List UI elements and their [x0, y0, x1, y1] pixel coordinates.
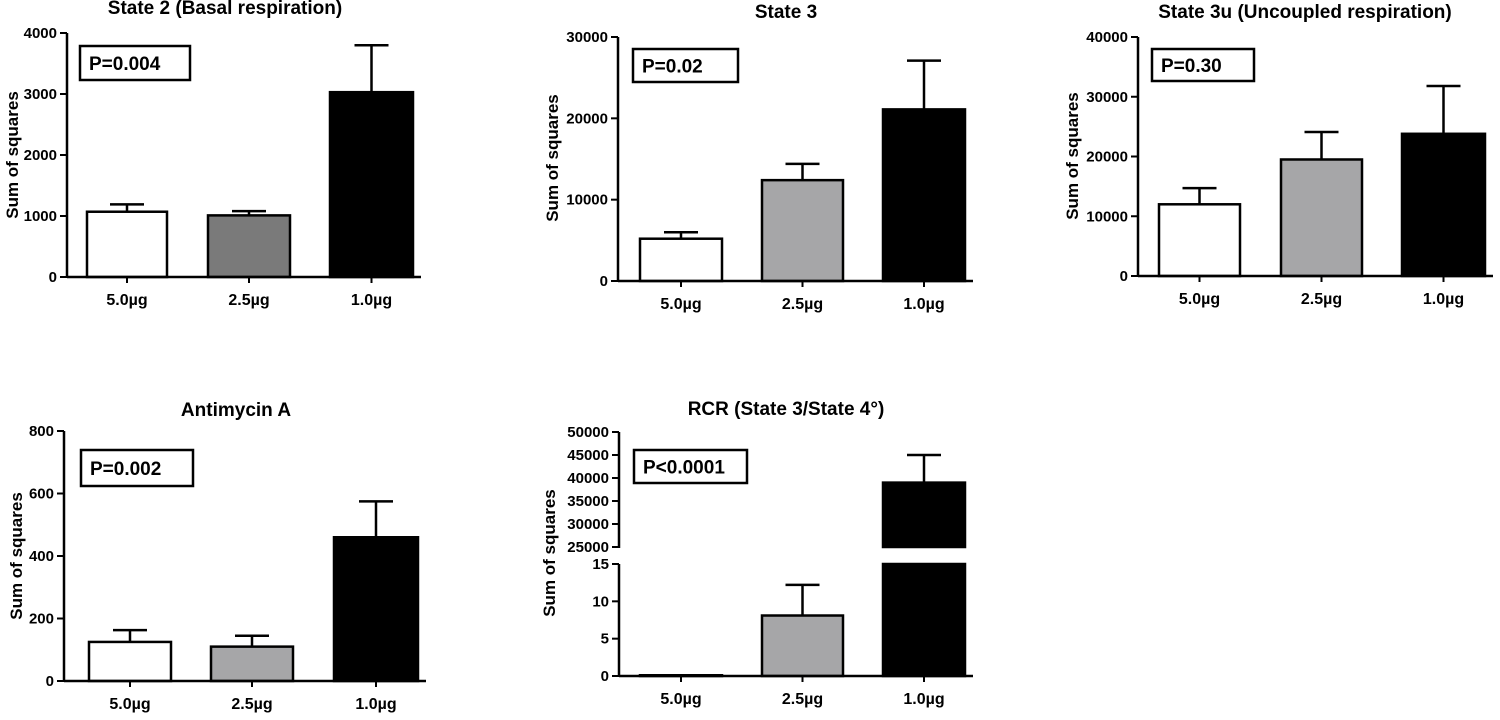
chart-4: Antimycin A Sum of squares 5.0µg 2.5µg 1.0µg… — [7, 400, 426, 713]
y-tick-label: 40000 — [1086, 29, 1128, 46]
bar-2 — [209, 645, 295, 683]
x-tick-label: 1.0µg — [903, 296, 944, 313]
p-value-label: P=0.02 — [642, 57, 703, 78]
x-tick-label: 1.0µg — [351, 292, 392, 309]
y-tick-label: 10 — [592, 593, 609, 610]
bar-1 — [87, 640, 173, 683]
bar-2 — [206, 214, 292, 279]
bar-2 — [760, 614, 845, 678]
bar-3 — [332, 536, 420, 683]
y-tick-label: 30000 — [566, 29, 608, 46]
x-tick-label: 1.0µg — [1423, 291, 1464, 308]
x-tick-label: 2.5µg — [228, 292, 269, 309]
y-axis-label: Sum of squares — [543, 94, 562, 222]
y-tick-label: 5 — [601, 631, 609, 648]
y-tick-label: 400 — [29, 548, 54, 565]
chart-3: State 3u (Uncoupled respiration) Sum of s… — [1063, 2, 1493, 308]
y-tick-label: 0 — [49, 269, 57, 286]
y-tick-label: 600 — [29, 486, 54, 503]
y-tick-label: 0 — [600, 273, 608, 290]
bar-3 — [328, 90, 415, 279]
chart-2: State 3 Sum of squares 5.0µg 2.5µg 1.0µg 0 100… — [543, 2, 973, 313]
y-tick-label: 1000 — [24, 208, 57, 225]
y-axis-label: Sum of squares — [3, 91, 22, 219]
y-axis-label: Sum of squares — [540, 489, 559, 617]
y-tick-label: 200 — [29, 611, 54, 628]
x-tick-label: 5.0µg — [109, 696, 150, 713]
x-tick-label: 5.0µg — [660, 296, 701, 313]
x-tick-label: 2.5µg — [782, 691, 823, 708]
bar-3-lower — [881, 562, 967, 678]
y-tick-label: 0 — [46, 673, 54, 690]
x-tick-label: 1.0µg — [903, 691, 944, 708]
bar-3-upper — [881, 481, 967, 549]
x-tick-label: 1.0µg — [355, 696, 396, 713]
chart-title: RCR (State 3/State 4°) — [688, 399, 885, 420]
y-tick-label: 35000 — [567, 493, 609, 510]
y-axis-label: Sum of squares — [1063, 92, 1082, 220]
p-value-label: P=0.002 — [90, 459, 161, 480]
chart-title: Antimycin A — [181, 400, 291, 421]
y-tick-label: 4000 — [24, 25, 57, 42]
p-value-box — [631, 47, 740, 84]
p-value-label: P=0.004 — [89, 54, 161, 75]
bar-1 — [638, 237, 724, 283]
x-tick-label: 5.0µg — [106, 292, 147, 309]
bar-3 — [1400, 132, 1487, 278]
p-value-box — [1150, 47, 1256, 83]
y-tick-label: 30000 — [1086, 89, 1128, 106]
y-tick-label: 10000 — [566, 192, 608, 209]
chart-5: RCR (State 3/State 4°) Sum of squares 5.0µ… — [540, 399, 973, 708]
x-tick-label: 2.5µg — [782, 296, 823, 313]
y-tick-label: 10000 — [1086, 208, 1128, 225]
x-tick-label: 5.0µg — [660, 691, 701, 708]
p-value-box — [78, 44, 192, 82]
chart-1: State 2 (Basal respiration) Sum of square… — [3, 0, 421, 309]
chart-title: State 2 (Basal respiration) — [108, 0, 342, 19]
y-axis-label: Sum of squares — [7, 492, 26, 620]
y-tick-label: 45000 — [567, 447, 609, 464]
y-tick-label: 0 — [601, 668, 609, 685]
bar-1 — [1157, 203, 1242, 278]
p-value-label: P=0.30 — [1161, 56, 1222, 77]
y-tick-label: 0 — [1120, 268, 1128, 285]
y-tick-label: 40000 — [567, 470, 609, 487]
bar-3 — [881, 108, 967, 283]
y-tick-label: 20000 — [566, 110, 608, 127]
bar-2 — [1279, 158, 1364, 278]
x-tick-label: 2.5µg — [1301, 291, 1342, 308]
y-tick-label: 20000 — [1086, 149, 1128, 166]
y-tick-label: 800 — [29, 423, 54, 440]
y-tick-label: 30000 — [567, 516, 609, 533]
bar-2 — [760, 178, 845, 283]
y-tick-label: 50000 — [567, 424, 609, 441]
bar-1 — [85, 210, 169, 279]
p-value-label: P<0.0001 — [643, 458, 725, 479]
y-tick-label: 15 — [592, 556, 609, 573]
y-tick-label: 3000 — [24, 86, 57, 103]
p-value-box — [79, 448, 195, 488]
x-tick-label: 5.0µg — [1179, 291, 1220, 308]
x-tick-label: 2.5µg — [231, 696, 272, 713]
y-tick-label: 25000 — [567, 539, 609, 556]
p-value-box — [632, 448, 749, 485]
y-tick-label: 2000 — [24, 147, 57, 164]
chart-title: State 3u (Uncoupled respiration) — [1158, 2, 1451, 23]
chart-title: State 3 — [755, 2, 817, 23]
